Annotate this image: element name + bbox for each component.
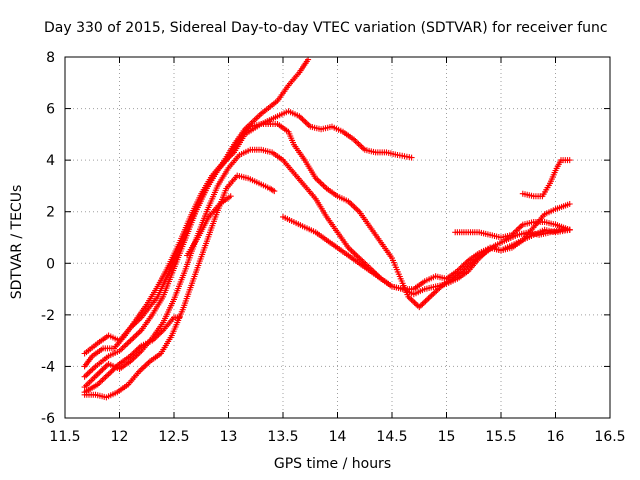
x-axis-label: GPS time / hours	[273, 456, 392, 472]
series-pass-6	[81, 314, 183, 396]
x-tick-label: 12.5	[158, 429, 189, 445]
x-tick-label: 13	[220, 429, 238, 445]
series-line	[84, 149, 570, 388]
x-tick-label: 15	[438, 429, 456, 445]
series-line	[84, 316, 180, 393]
grid-lines	[65, 57, 610, 418]
x-tick-label: 15.5	[485, 429, 516, 445]
series-markers	[519, 157, 573, 200]
y-tick-label: -4	[41, 359, 55, 375]
x-tick-label: 12	[111, 429, 129, 445]
series-pass-2	[81, 108, 415, 370]
y-tick-label: 0	[46, 256, 55, 272]
y-tick-label: 4	[46, 153, 55, 169]
y-tick-label: 8	[46, 50, 55, 66]
x-tick-label: 16.5	[594, 429, 625, 445]
x-tick-label: 14.5	[376, 429, 407, 445]
chart-title: Day 330 of 2015, Sidereal Day-to-day VTE…	[44, 20, 608, 36]
series-pass-4	[81, 146, 573, 391]
axis-ticks: 11.5 12 12.5 13 13.5 14 14.5 15 15.5 16 16.5 -6 -4 -2…	[41, 50, 626, 445]
series-pass-10	[519, 157, 573, 200]
x-tick-label: 13.5	[267, 429, 298, 445]
series-pass-9	[452, 219, 573, 241]
y-axis-label: SDTVAR / TECUs	[9, 184, 25, 300]
series-markers	[81, 146, 573, 391]
y-tick-label: 6	[46, 102, 55, 118]
x-tick-label: 11.5	[49, 429, 80, 445]
series-layer	[81, 56, 573, 401]
y-tick-label: -6	[41, 411, 55, 427]
y-tick-label: 2	[46, 205, 55, 221]
y-tick-label: -2	[41, 308, 55, 324]
series-pass-7	[184, 193, 234, 259]
x-tick-label: 14	[329, 429, 347, 445]
x-tick-label: 16	[547, 429, 565, 445]
series-pass-8	[280, 201, 573, 298]
series-markers	[184, 193, 234, 259]
series-markers	[81, 314, 183, 396]
series-markers	[81, 108, 415, 370]
series-markers	[452, 219, 573, 241]
